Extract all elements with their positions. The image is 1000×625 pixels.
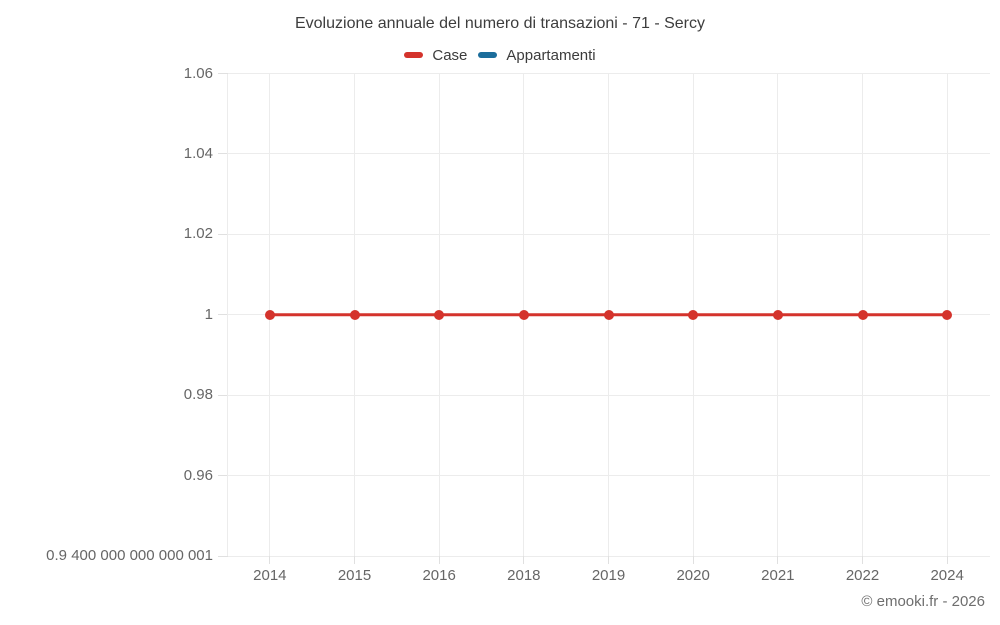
x-axis-label: 2020 — [676, 567, 710, 584]
copyright: © emooki.fr - 2026 — [861, 593, 985, 610]
x-axis-label: 2018 — [507, 567, 541, 584]
y-axis-tick — [217, 475, 228, 477]
legend: Case Appartamenti — [0, 46, 1000, 64]
legend-swatch-appartamenti-icon — [478, 52, 498, 58]
x-axis-tick — [269, 556, 271, 564]
x-axis-label: 2019 — [591, 567, 626, 584]
x-axis-label: 2021 — [761, 567, 795, 584]
data-point-case-2021[interactable] — [772, 309, 783, 320]
y-axis-tick — [217, 233, 228, 235]
plot-left-border — [227, 73, 228, 556]
data-point-case-2019[interactable] — [603, 309, 614, 320]
data-point-case-2016[interactable] — [434, 309, 445, 320]
legend-item-appartamenti[interactable]: Appartamenti — [478, 46, 596, 64]
y-axis-tick — [217, 555, 228, 557]
x-axis-label: 2024 — [930, 567, 964, 584]
data-point-case-2014[interactable] — [264, 309, 275, 320]
data-point-case-2018[interactable] — [518, 309, 529, 320]
x-axis-tick — [692, 556, 694, 564]
y-axis-label: 0.98 — [183, 386, 213, 404]
x-axis-tick — [438, 556, 440, 564]
y-axis-tick — [217, 314, 228, 316]
x-axis-tick — [523, 556, 525, 564]
data-point-case-2022[interactable] — [857, 309, 868, 320]
legend-item-case[interactable]: Case — [404, 47, 467, 64]
legend-label-appartamenti: Appartamenti — [506, 46, 596, 64]
y-axis-label: 1 — [204, 305, 213, 323]
x-axis-tick — [354, 556, 355, 564]
data-point-case-2020[interactable] — [688, 309, 699, 320]
x-axis-tick — [946, 556, 948, 564]
legend-swatch-case-icon — [404, 52, 424, 58]
y-axis-tick — [217, 153, 228, 155]
data-point-case-2024[interactable] — [942, 309, 953, 320]
y-axis-label: 0.9 400 000 000 000 001 — [46, 547, 213, 564]
x-axis-tick — [862, 556, 863, 564]
x-axis-label: 2022 — [845, 567, 880, 584]
x-axis-label: 2016 — [422, 567, 456, 584]
legend-label-case: Case — [432, 46, 468, 64]
x-axis-label: 2015 — [337, 567, 372, 584]
y-axis-tick — [217, 394, 228, 396]
y-axis-label: 1.02 — [183, 225, 213, 243]
x-axis-tick — [777, 556, 779, 564]
y-axis-tick — [217, 73, 228, 74]
x-axis-tick — [608, 556, 609, 564]
chart-title: Evoluzione annuale del numero di transaz… — [294, 15, 705, 32]
data-point-case-2015[interactable] — [349, 309, 360, 320]
x-axis-label: 2014 — [253, 567, 287, 584]
y-axis-label: 1.06 — [183, 64, 213, 82]
y-axis-label: 0.96 — [183, 466, 213, 484]
y-axis-label: 1.04 — [183, 144, 213, 162]
